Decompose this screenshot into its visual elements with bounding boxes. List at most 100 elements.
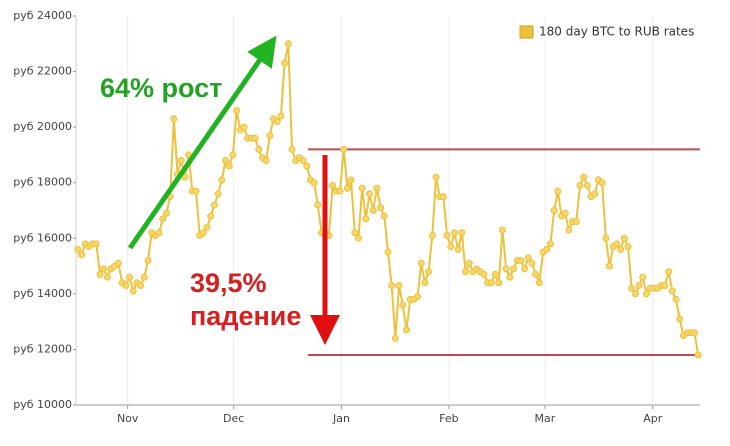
data-point: [517, 257, 525, 265]
data-point: [502, 265, 510, 273]
data-point: [255, 145, 263, 153]
data-point: [96, 270, 104, 278]
data-point: [384, 248, 392, 256]
data-point: [177, 156, 185, 164]
data-point: [491, 270, 499, 278]
data-point: [225, 162, 233, 170]
data-point: [443, 232, 451, 240]
data-point: [162, 209, 170, 217]
data-point: [598, 179, 606, 187]
data-point: [462, 268, 470, 276]
data-point: [336, 187, 344, 195]
data-point: [561, 209, 569, 217]
y-tick-label: руб 22000: [13, 65, 72, 78]
data-point: [233, 106, 241, 114]
data-point: [402, 326, 410, 334]
data-point: [251, 134, 259, 142]
data-point: [676, 315, 684, 323]
data-point: [554, 187, 562, 195]
data-point: [347, 176, 355, 184]
data-point: [266, 131, 274, 139]
data-point: [421, 279, 429, 287]
data-point: [100, 265, 108, 273]
data-point: [583, 181, 591, 189]
data-point: [391, 334, 399, 342]
data-point: [366, 190, 374, 198]
data-point: [277, 112, 285, 120]
data-point: [281, 59, 289, 67]
data-point: [126, 273, 134, 281]
y-tick-label: руб 10000: [13, 398, 72, 411]
x-tick-label: Feb: [439, 412, 458, 425]
legend-label: 180 day BTC to RUB rates: [539, 25, 694, 39]
x-tick-label: Apr: [643, 412, 663, 425]
data-point: [181, 173, 189, 181]
data-point: [114, 259, 122, 267]
data-point: [369, 207, 377, 214]
data-point: [613, 240, 621, 248]
data-point: [78, 251, 86, 259]
data-point: [631, 290, 639, 298]
data-point: [377, 204, 385, 212]
data-point: [458, 229, 466, 237]
data-point: [358, 184, 366, 192]
data-point: [454, 245, 462, 253]
data-point: [218, 176, 226, 184]
data-point: [628, 284, 636, 292]
data-point: [144, 257, 152, 265]
y-tick-label: руб 12000: [13, 342, 72, 355]
y-tick-label: руб 18000: [13, 176, 72, 189]
data-point: [635, 282, 643, 290]
data-point: [487, 279, 495, 287]
data-point: [661, 282, 669, 290]
data-point: [199, 229, 207, 237]
rise-arrow: [127, 35, 277, 250]
data-point: [273, 118, 281, 126]
data-point: [425, 268, 433, 276]
data-point: [576, 181, 584, 189]
annotation: 64% рост: [100, 73, 222, 103]
data-point: [668, 287, 676, 295]
data-point: [524, 254, 532, 262]
data-point: [535, 279, 543, 287]
data-point: [74, 245, 82, 253]
data-point: [532, 270, 540, 278]
data-point: [240, 123, 248, 131]
data-point: [159, 215, 167, 223]
data-point: [340, 145, 348, 153]
data-point: [214, 190, 222, 198]
data-point: [310, 179, 318, 187]
data-point: [380, 212, 388, 220]
data-point: [129, 287, 137, 295]
data-point: [521, 265, 529, 273]
data-point: [329, 181, 337, 189]
legend-swatch: [519, 25, 534, 39]
data-point: [572, 218, 580, 226]
data-point: [450, 229, 458, 237]
annotation: 39,5%: [190, 268, 267, 298]
y-tick-label: руб 24000: [13, 9, 72, 22]
data-point: [395, 282, 403, 290]
data-point: [207, 212, 215, 220]
data-point: [140, 273, 148, 281]
data-point: [506, 273, 514, 281]
data-point: [465, 259, 473, 267]
data-point: [690, 329, 698, 337]
data-point: [103, 273, 111, 281]
data-point: [351, 229, 359, 237]
data-point: [222, 156, 230, 164]
x-tick-label: Dec: [223, 412, 244, 425]
data-point: [314, 201, 322, 209]
data-point: [343, 184, 351, 192]
data-point: [550, 207, 558, 214]
data-point: [694, 351, 702, 359]
plot-area: руб 10000 руб 12000 руб 14000 руб 16000 руб …: [13, 9, 702, 425]
data-point: [428, 232, 436, 240]
data-point: [580, 173, 588, 181]
data-point: [620, 234, 628, 242]
data-point: [543, 245, 551, 253]
y-tick-label: руб 16000: [13, 231, 72, 244]
data-point: [602, 234, 610, 242]
x-tick-label: Mar: [535, 412, 556, 425]
